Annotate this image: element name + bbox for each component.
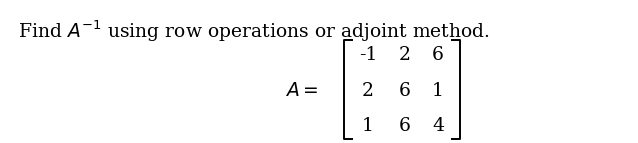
Text: 2: 2 — [399, 46, 411, 64]
Text: 1: 1 — [432, 82, 444, 100]
Text: 6: 6 — [399, 117, 411, 135]
Text: 1: 1 — [362, 117, 374, 135]
Text: 4: 4 — [432, 117, 444, 135]
Text: 2: 2 — [362, 82, 374, 100]
Text: Find $A^{-1}$ using row operations or adjoint method.: Find $A^{-1}$ using row operations or ad… — [18, 18, 490, 43]
Text: $A=$: $A=$ — [285, 82, 318, 100]
Text: -1: -1 — [359, 46, 377, 64]
Text: 6: 6 — [399, 82, 411, 100]
Text: 6: 6 — [432, 46, 444, 64]
